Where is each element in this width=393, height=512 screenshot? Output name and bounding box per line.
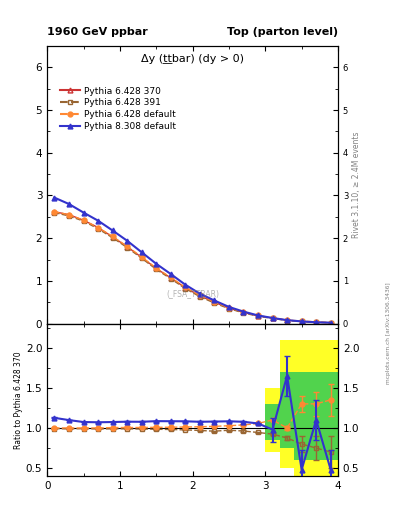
Y-axis label: Ratio to Pythia 6.428 370: Ratio to Pythia 6.428 370 [14, 351, 23, 449]
Text: (_FSA_TTBAR): (_FSA_TTBAR) [166, 289, 219, 298]
Text: 1960 GeV ppbar: 1960 GeV ppbar [47, 27, 148, 37]
Legend: Pythia 6.428 370, Pythia 6.428 391, Pythia 6.428 default, Pythia 8.308 default: Pythia 6.428 370, Pythia 6.428 391, Pyth… [57, 84, 178, 134]
Text: Top (parton level): Top (parton level) [227, 27, 338, 37]
Y-axis label: Rivet 3.1.10, ≥ 2.4M events: Rivet 3.1.10, ≥ 2.4M events [353, 132, 362, 238]
Text: Δy (t͟tbar) (dy > 0): Δy (t͟tbar) (dy > 0) [141, 54, 244, 65]
Text: mcplots.cern.ch [arXiv:1306.3436]: mcplots.cern.ch [arXiv:1306.3436] [386, 282, 391, 383]
